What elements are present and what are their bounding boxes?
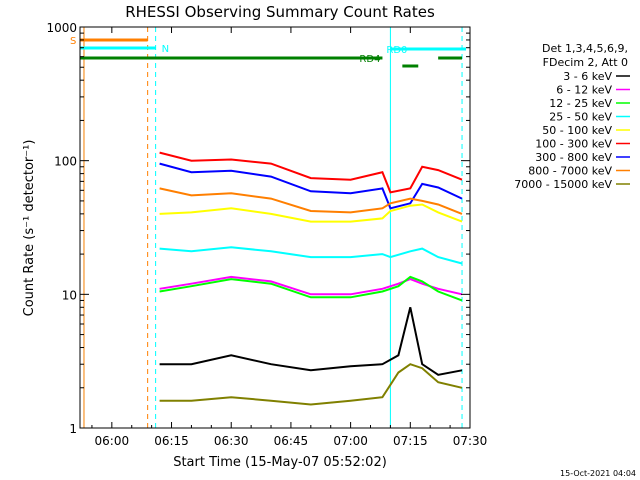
legend-label-1: 6 - 12 keV (556, 84, 612, 97)
chart-title: RHESSI Observing Summary Count Rates (125, 3, 435, 21)
series-line-8 (159, 363, 463, 406)
series-line-6 (159, 162, 463, 210)
y-tick-label-3: 1000 (46, 21, 77, 35)
x-tick-label-5: 07:15 (393, 434, 428, 448)
series-line-3 (159, 246, 463, 265)
axes: 06:00 06:15 06:30 06:45 07:00 07:15 07:30 1 10 10… (46, 21, 487, 448)
footer-date: 15-Oct-2021 04:04 (560, 469, 636, 478)
flag-label-1: N (162, 44, 169, 55)
x-tick-label-6: 07:30 (453, 434, 488, 448)
legend-label-2: 12 - 25 keV (549, 97, 612, 110)
legend-label-7: 800 - 7000 keV (528, 165, 612, 178)
flag-label-2: RD0 (386, 45, 407, 56)
legend-label-4: 50 - 100 keV (542, 124, 612, 137)
series-line-4 (159, 203, 463, 223)
x-tick-label-1: 06:15 (154, 434, 189, 448)
series-line-0 (159, 307, 463, 376)
legend-label-5: 100 - 300 keV (535, 138, 612, 151)
legend-header-line-2: FDecim 2, Att 0 (543, 56, 628, 69)
y-tick-label-2: 100 (54, 155, 77, 169)
x-tick-label-3: 06:45 (274, 434, 309, 448)
legend-label-8: 7000 - 15000 keV (514, 178, 612, 191)
flag-label-0: S (70, 36, 76, 47)
y-axis-title: Count Rate (s⁻¹ detector⁻¹) (22, 140, 37, 317)
x-tick-label-0: 06:00 (95, 434, 130, 448)
legend-header-line-1: Det 1,3,4,5,6,9, (542, 42, 628, 55)
legend-label-0: 3 - 6 keV (563, 70, 612, 83)
y-tick-label-0: 1 (69, 422, 77, 436)
legend-label-6: 300 - 800 keV (535, 151, 612, 164)
plot-frame (79, 26, 471, 429)
x-tick-label-4: 07:00 (333, 434, 368, 448)
y-tick-label-1: 10 (62, 288, 77, 302)
x-axis-title: Start Time (15-May-07 05:52:02) (173, 455, 387, 470)
series-line-5 (159, 151, 463, 194)
legend: Det 1,3,4,5,6,9, FDecim 2, Att 0 3 - 6 k… (514, 42, 630, 191)
flag-label-3: RD4 (359, 54, 380, 65)
plot-area: S N RD0 RD4 (70, 27, 467, 428)
series-line-2 (159, 275, 463, 302)
series-line-1 (159, 275, 463, 296)
legend-label-3: 25 - 50 keV (549, 111, 612, 124)
series-line-7 (159, 187, 463, 215)
x-tick-label-2: 06:30 (214, 434, 249, 448)
